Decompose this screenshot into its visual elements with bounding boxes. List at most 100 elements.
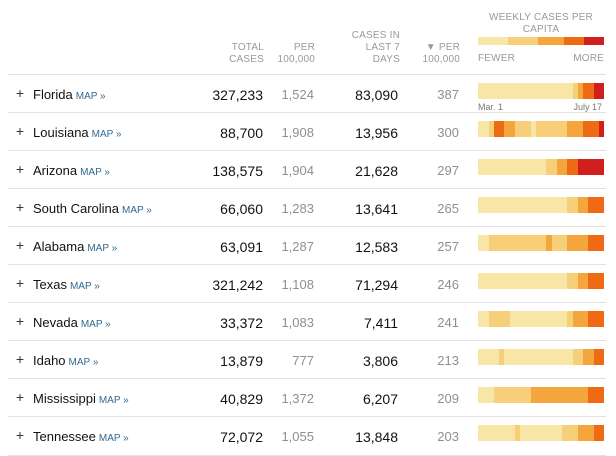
weekly-cell <box>525 311 531 327</box>
weekly-cell <box>525 425 531 441</box>
weekly-cell <box>504 197 510 213</box>
weekly-cell <box>577 121 584 137</box>
expand-icon[interactable]: + <box>15 123 25 139</box>
map-link[interactable]: MAP » <box>80 167 110 178</box>
expand-icon[interactable]: + <box>15 199 25 215</box>
header-last7-per-100k-sorted[interactable]: ▼ PER 100,000 <box>422 42 460 65</box>
last7-per-100k-value: 246 <box>437 277 459 292</box>
weekly-cell <box>499 349 505 365</box>
state-row[interactable]: + Alabama MAP » 63,091 1,287 12,583 257 <box>8 226 606 265</box>
weekly-cell <box>556 121 563 137</box>
expand-icon[interactable]: + <box>15 427 25 443</box>
state-row[interactable]: + Louisiana MAP » 88,700 1,908 13,956 300 <box>8 112 606 151</box>
weekly-cases-sparkline <box>478 121 605 137</box>
cases-last-7-days-value: 12,583 <box>355 239 398 255</box>
map-link[interactable]: MAP » <box>122 205 152 216</box>
weekly-cell <box>483 197 489 213</box>
map-link[interactable]: MAP » <box>98 433 129 444</box>
header-per-100k[interactable]: PER 100,000 <box>277 42 315 65</box>
weekly-cell <box>530 197 537 213</box>
cases-last-7-days-value: 13,956 <box>355 125 398 141</box>
expand-icon[interactable]: + <box>15 351 25 367</box>
map-link[interactable]: MAP » <box>98 395 129 406</box>
state-row[interactable]: + Nevada MAP » 33,372 1,083 7,411 241 <box>8 302 606 341</box>
weekly-cell <box>551 425 558 441</box>
weekly-cell <box>520 387 526 403</box>
weekly-cell <box>488 387 495 403</box>
weekly-cell <box>478 387 484 403</box>
weekly-cell <box>583 387 589 403</box>
per-100k-value: 1,524 <box>281 87 314 102</box>
weekly-cell <box>483 311 489 327</box>
weekly-cell <box>567 235 573 251</box>
last7-per-100k-value: 209 <box>437 391 459 406</box>
expand-icon[interactable]: + <box>15 313 25 329</box>
sparkline-start-date: Mar. 1 <box>478 102 504 112</box>
legend-color-scale <box>478 37 604 45</box>
weekly-cell <box>509 311 516 327</box>
weekly-cell <box>556 387 563 403</box>
weekly-cell <box>588 387 594 403</box>
expand-icon[interactable]: + <box>15 237 25 253</box>
header-cases-last-7-days[interactable]: CASES IN LAST 7 DAYS <box>351 30 400 65</box>
last7-per-100k-value: 213 <box>437 353 459 368</box>
map-link[interactable]: MAP » <box>91 129 122 140</box>
state-name-cell: Alabama MAP » <box>33 239 117 254</box>
weekly-cell <box>520 311 526 327</box>
weekly-cell <box>488 235 495 251</box>
weekly-cell <box>525 273 531 289</box>
total-cases-value: 13,879 <box>220 353 263 369</box>
weekly-cell <box>577 197 584 213</box>
weekly-cell <box>514 387 521 403</box>
cases-last-7-days-value: 71,294 <box>355 277 398 293</box>
total-cases-value: 72,072 <box>220 429 263 445</box>
map-link[interactable]: MAP » <box>69 281 100 292</box>
total-cases-value: 33,372 <box>220 315 263 331</box>
weekly-cell <box>525 349 531 365</box>
per-100k-value: 1,055 <box>281 429 314 444</box>
map-link[interactable]: MAP » <box>87 243 118 254</box>
weekly-cell <box>577 235 584 251</box>
header-total-cases[interactable]: TOTAL CASES <box>229 42 264 65</box>
weekly-cell <box>499 235 505 251</box>
weekly-cell <box>509 235 516 251</box>
map-link[interactable]: MAP » <box>75 91 106 102</box>
state-row[interactable]: + Texas MAP » 321,242 1,108 71,294 246 <box>8 264 606 303</box>
map-link[interactable]: MAP » <box>80 319 111 330</box>
state-row[interactable]: + Tennessee MAP » 72,072 1,055 13,848 203 <box>8 416 606 456</box>
legend-fewer-label: FEWER <box>478 53 516 64</box>
weekly-cell <box>583 235 589 251</box>
state-row[interactable]: + Florida MAP » 327,233 1,524 83,090 387 … <box>8 74 606 113</box>
weekly-cell <box>514 273 521 289</box>
legend-swatch <box>508 37 538 45</box>
expand-icon[interactable]: + <box>15 275 25 291</box>
weekly-cell <box>583 121 589 137</box>
weekly-cell <box>546 273 552 289</box>
weekly-cell <box>583 197 589 213</box>
expand-icon[interactable]: + <box>15 85 25 101</box>
weekly-cell <box>514 311 521 327</box>
state-row[interactable]: + South Carolina MAP » 66,060 1,283 13,64… <box>8 188 606 227</box>
expand-icon[interactable]: + <box>15 389 25 405</box>
weekly-cell <box>483 349 489 365</box>
map-link[interactable]: MAP » <box>68 357 99 368</box>
weekly-cell <box>588 121 594 137</box>
state-name: Alabama <box>33 239 85 254</box>
weekly-cell <box>483 235 489 251</box>
weekly-cell <box>567 273 573 289</box>
weekly-cell <box>478 311 484 327</box>
weekly-cell <box>478 425 484 441</box>
weekly-cell <box>562 197 568 213</box>
weekly-cases-sparkline <box>478 425 605 441</box>
weekly-cell <box>551 273 558 289</box>
state-row[interactable]: + Arizona MAP » 138,575 1,904 21,628 297 <box>8 150 606 189</box>
weekly-cell <box>562 425 568 441</box>
expand-icon[interactable]: + <box>15 161 25 177</box>
state-row[interactable]: + Idaho MAP » 13,879 777 3,806 213 <box>8 340 606 379</box>
weekly-cell <box>546 197 552 213</box>
weekly-cell <box>530 83 537 99</box>
state-row[interactable]: + Mississippi MAP » 40,829 1,372 6,207 20… <box>8 378 606 417</box>
weekly-cell <box>598 425 605 441</box>
weekly-cell <box>588 235 594 251</box>
legend-more-label: MORE <box>573 53 604 64</box>
